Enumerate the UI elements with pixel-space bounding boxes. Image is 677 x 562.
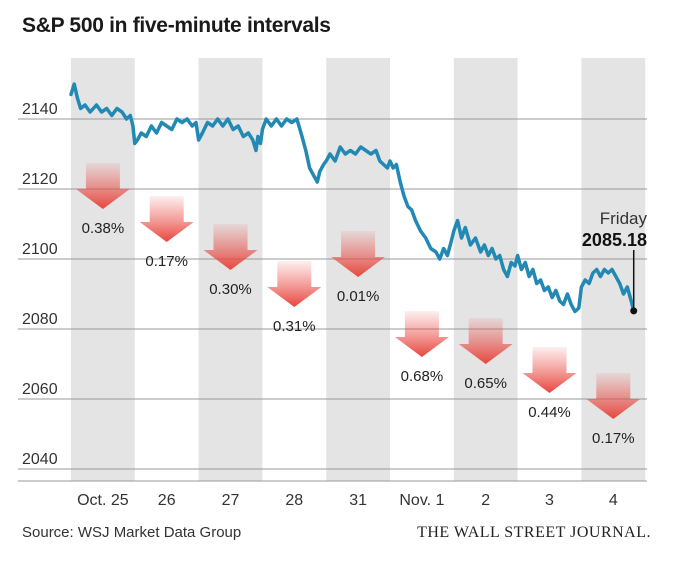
x-tick-label: 26 <box>158 492 176 509</box>
day-change-label: 0.01% <box>337 288 380 305</box>
day-change-label: 0.65% <box>464 375 507 392</box>
last-point-annotation: Friday 2085.18 <box>582 209 648 315</box>
series-line <box>69 82 636 314</box>
down-arrow-icon <box>586 373 641 419</box>
chart-title: S&P 500 in five-minute intervals <box>22 14 331 37</box>
last-point-value-label: 2085.18 <box>582 230 647 250</box>
down-arrow-icon <box>522 347 577 393</box>
gridlines <box>18 118 647 482</box>
last-point-day-label: Friday <box>600 209 648 228</box>
last-point-dot <box>630 307 638 315</box>
day-change-label: 0.68% <box>401 368 444 385</box>
y-tick-label: 2060 <box>22 381 58 398</box>
down-arrow-icon <box>139 196 194 242</box>
day-change-label: 0.31% <box>273 318 316 335</box>
y-axis-ticks: 2040 2060 2080 2100 2120 2140 <box>22 101 58 468</box>
day-band <box>453 58 518 481</box>
down-arrow-icon <box>394 311 449 357</box>
y-tick-label: 2080 <box>22 311 58 328</box>
x-tick-label: 31 <box>349 492 367 509</box>
day-change-label: 0.30% <box>209 281 252 298</box>
y-tick-label: 2120 <box>22 171 58 188</box>
down-arrow-icon <box>75 163 130 209</box>
down-arrow-icon <box>203 224 258 270</box>
y-tick-label: 2040 <box>22 451 58 468</box>
y-tick-label: 2100 <box>22 241 58 258</box>
day-change-label: 0.38% <box>82 220 125 237</box>
down-arrow-icon <box>267 261 322 307</box>
day-bands <box>71 58 646 481</box>
x-tick-label: Oct. 25 <box>77 492 129 509</box>
day-change-arrows: 0.38% 0.17% 0.30% 0.31% 0.01% 0.68% 0.65% 0.44%… <box>75 163 641 447</box>
day-change-label: 0.17% <box>592 430 635 447</box>
down-arrow-icon <box>458 318 513 364</box>
x-tick-label: 2 <box>481 492 490 509</box>
x-tick-label: 27 <box>222 492 240 509</box>
publisher-brand: THE WALL STREET JOURNAL. <box>417 524 651 541</box>
x-tick-label: Nov. 1 <box>399 492 444 509</box>
x-tick-label: 3 <box>545 492 554 509</box>
x-tick-label: 4 <box>609 492 618 509</box>
day-band <box>71 58 135 481</box>
y-tick-label: 2140 <box>22 101 58 118</box>
x-tick-label: 28 <box>285 492 303 509</box>
down-arrow-icon <box>331 231 386 277</box>
x-axis-ticks: Oct. 25 26 27 28 31 Nov. 1 2 3 4 <box>77 492 618 509</box>
day-change-label: 0.17% <box>145 253 188 270</box>
source-note: Source: WSJ Market Data Group <box>22 524 242 541</box>
day-change-label: 0.44% <box>528 404 571 421</box>
